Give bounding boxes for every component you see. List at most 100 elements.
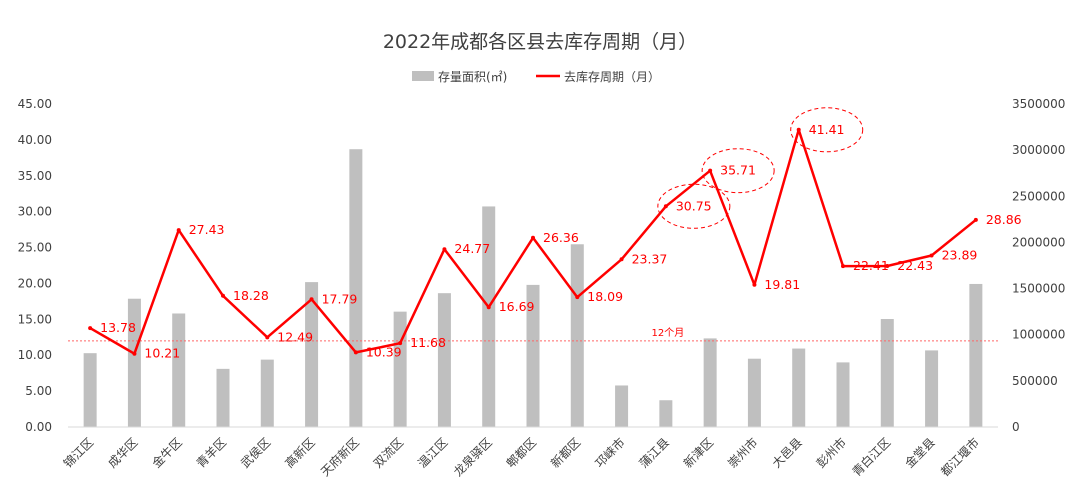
x-axis-tick-label: 大邑县: [769, 435, 804, 470]
x-axis-tick-label: 金牛区: [149, 435, 185, 471]
line-point: [398, 341, 403, 346]
x-axis: 锦江区 成华区 金牛区 青羊区 武侯区 高新区 天府新区 双流区 温江区 龙泉驿区 郫都区 新都区 邛崃…: [61, 426, 998, 480]
line-point: [885, 264, 890, 269]
x-axis-tick-label: 金堂县: [902, 435, 938, 471]
bar: [969, 283, 983, 427]
right-axis: 0 500000 1000000 1500000 2000000 2500000 30000…: [1012, 97, 1065, 434]
x-axis-tick-label: 成华区: [105, 435, 140, 470]
x-axis-tick-label: 新津区: [680, 435, 716, 471]
line-point: [309, 297, 314, 302]
left-axis-tick-label: 30.00: [18, 205, 52, 219]
line-point: [575, 295, 580, 300]
bar: [925, 350, 939, 427]
x-axis-tick-label: 青羊区: [193, 435, 229, 471]
line-data-label: 18.09: [587, 289, 623, 304]
bar: [482, 206, 496, 427]
legend-bar-swatch: [412, 71, 434, 81]
right-axis-tick-label: 1500000: [1012, 282, 1065, 296]
x-axis-tick-label: 蒲江县: [637, 435, 672, 470]
line-point: [841, 264, 845, 269]
line-point: [752, 282, 757, 287]
bar: [349, 149, 363, 427]
line-data-label: 19.81: [764, 277, 800, 292]
line-data-label: 41.41: [809, 122, 845, 137]
x-axis-tick-label: 锦江区: [61, 435, 96, 470]
left-axis-tick-label: 25.00: [18, 241, 52, 255]
line-point: [531, 235, 535, 240]
bar: [127, 298, 141, 427]
line-data-label: 35.71: [720, 163, 756, 178]
line-data-label: 24.77: [454, 241, 490, 256]
line-data-label: 27.43: [189, 222, 225, 237]
line-point: [929, 253, 934, 258]
x-axis-tick-label: 郫都区: [503, 435, 539, 471]
bar: [526, 284, 540, 427]
highlight-ellipses: [657, 107, 864, 229]
left-axis-tick-label: 20.00: [18, 276, 52, 290]
line-point: [221, 293, 225, 298]
right-axis-tick-label: 2000000: [1012, 235, 1065, 249]
bar: [880, 319, 894, 427]
line-data-label: 26.36: [543, 230, 579, 245]
reference-line-group: 12个月: [68, 327, 998, 342]
line-point: [132, 351, 137, 356]
left-axis-tick-label: 15.00: [18, 312, 52, 326]
line-data-label: 22.41: [853, 258, 889, 273]
line-point: [265, 335, 270, 340]
x-axis-tick-label: 彭州市: [813, 435, 849, 471]
x-axis-tick-label: 龙泉驿区: [451, 435, 495, 479]
x-axis-tick-label: 邛崃市: [592, 435, 628, 471]
line-data-label: 23.89: [942, 248, 978, 263]
line-data-label: 17.79: [322, 291, 358, 306]
right-axis-tick-label: 1000000: [1012, 328, 1065, 342]
left-axis-tick-label: 5.00: [25, 384, 52, 398]
x-axis-tick-label: 武侯区: [238, 435, 273, 470]
highlight-ellipse: [701, 148, 775, 194]
x-axis-tick-label: 青白江区: [849, 435, 894, 480]
line-point: [442, 247, 447, 252]
line-data-label: 10.39: [366, 344, 402, 359]
line-point: [796, 127, 801, 132]
left-axis-tick-label: 35.00: [18, 169, 52, 183]
bar: [393, 311, 407, 427]
chart-title: 2022年成都各区县去库存周期（月）: [383, 31, 697, 53]
left-axis-tick-label: 0.00: [25, 420, 52, 434]
left-axis-tick-label: 10.00: [18, 348, 52, 362]
line-point: [486, 305, 491, 310]
line-point: [88, 326, 93, 331]
highlight-ellipse: [657, 183, 731, 229]
x-axis-tick-label: 崇州市: [724, 435, 760, 471]
line-data-label: 10.21: [144, 346, 180, 361]
line-data-label: 23.37: [632, 251, 668, 266]
right-axis-tick-label: 3000000: [1012, 143, 1065, 157]
bar-series: [83, 149, 983, 427]
line-point: [973, 217, 978, 222]
bar: [615, 385, 629, 427]
right-axis-tick-label: 3500000: [1012, 97, 1065, 111]
line-data-label: 13.78: [100, 320, 136, 335]
x-axis-tick-label: 高新区: [282, 435, 318, 471]
line-series: 13.78 10.21 27.43 18.28 12.49 17.79 10.39 11.68…: [88, 122, 1022, 361]
x-axis-tick-label: 双流区: [371, 435, 406, 470]
highlight-ellipse: [790, 107, 864, 153]
bar: [792, 348, 806, 427]
right-axis-tick-label: 0: [1012, 420, 1020, 434]
bar: [747, 358, 761, 427]
line-data-label: 16.69: [499, 299, 535, 314]
line-data-label: 22.43: [897, 258, 933, 273]
legend-line-label: 去库存周期（月）: [564, 69, 660, 84]
bar: [659, 400, 673, 427]
bar: [703, 338, 717, 427]
x-axis-tick-label: 新都区: [547, 435, 583, 471]
line-point: [619, 257, 624, 262]
line-data-label: 11.68: [410, 335, 446, 350]
bar: [216, 368, 230, 427]
line-point: [663, 204, 668, 209]
bar: [260, 359, 274, 427]
right-axis-tick-label: 2500000: [1012, 189, 1065, 203]
line-point: [353, 350, 358, 355]
left-axis: 0.00 5.00 10.00 15.00 20.00 25.00 30.00 35.00 40…: [18, 97, 52, 434]
bar: [836, 362, 850, 427]
